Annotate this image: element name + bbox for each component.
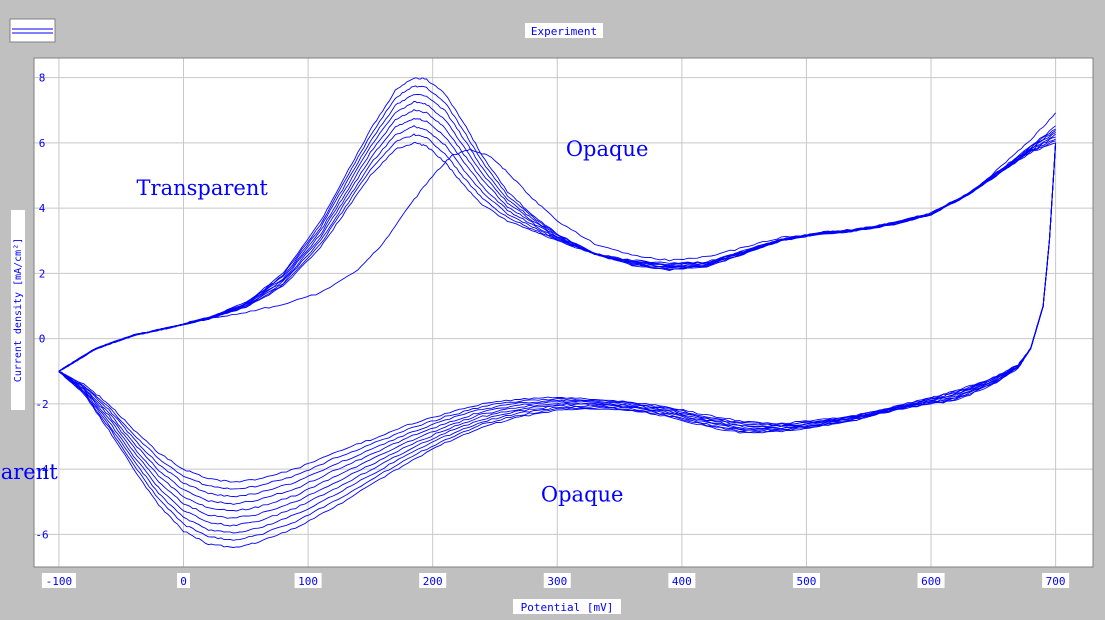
cathodic-scan-cycle-5: [58, 142, 1057, 512]
x-tick-label: 600: [921, 575, 941, 588]
x-tick-label-bg: [917, 573, 945, 588]
legend-swatch: [9, 18, 56, 43]
x-tick-label: 0: [180, 575, 187, 588]
annotation-transparent-3: Transparent: [0, 460, 58, 484]
plot-border: [33, 57, 1094, 568]
x-tick-label: 700: [1046, 575, 1066, 588]
y-axis-label: Current density [mA/cm²]: [13, 238, 24, 383]
x-tick-label-bg: [41, 573, 76, 588]
y-tick-label: 6: [39, 137, 46, 150]
x-tick-label: 100: [298, 575, 318, 588]
x-tick-label-bg: [1042, 573, 1070, 588]
x-tick-label: 500: [797, 575, 817, 588]
y-tick-label: 0: [39, 333, 46, 346]
legend-swatch-box: [9, 18, 56, 43]
series: [58, 77, 1057, 548]
anodic-scan-cycle-3: [58, 128, 1056, 372]
x-tick-label-bg: [294, 573, 322, 588]
cathodic-scan-cycle-4: [58, 142, 1057, 505]
y-tick-label: 4: [39, 202, 46, 215]
tick-labels: -100 0 100 200 300 400 500 600 700 -6 -4 -2 0 2 4 6 8: [35, 72, 1070, 588]
x-tick-label: 300: [547, 575, 567, 588]
x-tick-label-bg: [668, 573, 696, 588]
cathodic-scan-cycle-3: [58, 142, 1057, 498]
cathodic-scan-cycle-6: [58, 142, 1057, 519]
annotation-transparent-1: Transparent: [137, 176, 269, 200]
x-tick-label: 400: [672, 575, 692, 588]
y-tick-label: -4: [35, 463, 49, 476]
annotation-opaque-2: Opaque: [566, 137, 649, 161]
x-tick-label: 200: [423, 575, 443, 588]
x-tick-label-bg: [792, 573, 820, 588]
x-tick-label-bg: [543, 573, 571, 588]
x-tick-label: -100: [46, 575, 73, 588]
cathodic-scan-cycle-10: [58, 142, 1057, 548]
y-tick-label: 2: [39, 267, 46, 280]
cathodic-scan-cycle-1: [58, 142, 1057, 483]
anodic-scan-cycle-10: [58, 77, 1056, 372]
xlabel-background: [513, 599, 621, 614]
y-tick-label: -6: [35, 528, 48, 541]
y-tick-label: 8: [39, 72, 46, 85]
x-tick-label-bg: [419, 573, 447, 588]
x-tick-label-bg: [177, 573, 191, 588]
annotations: Transparent Opaque Transparent Opaque: [0, 137, 648, 507]
ylabel-background: [11, 210, 25, 410]
title-background: [525, 23, 603, 38]
y-tick-label: -2: [35, 398, 48, 411]
annotation-opaque-4: Opaque: [541, 483, 624, 507]
cathodic-scan-cycle-8: [58, 142, 1057, 534]
chart-title: Experiment: [531, 25, 597, 38]
x-axis-label: Potential [mV]: [521, 601, 614, 614]
